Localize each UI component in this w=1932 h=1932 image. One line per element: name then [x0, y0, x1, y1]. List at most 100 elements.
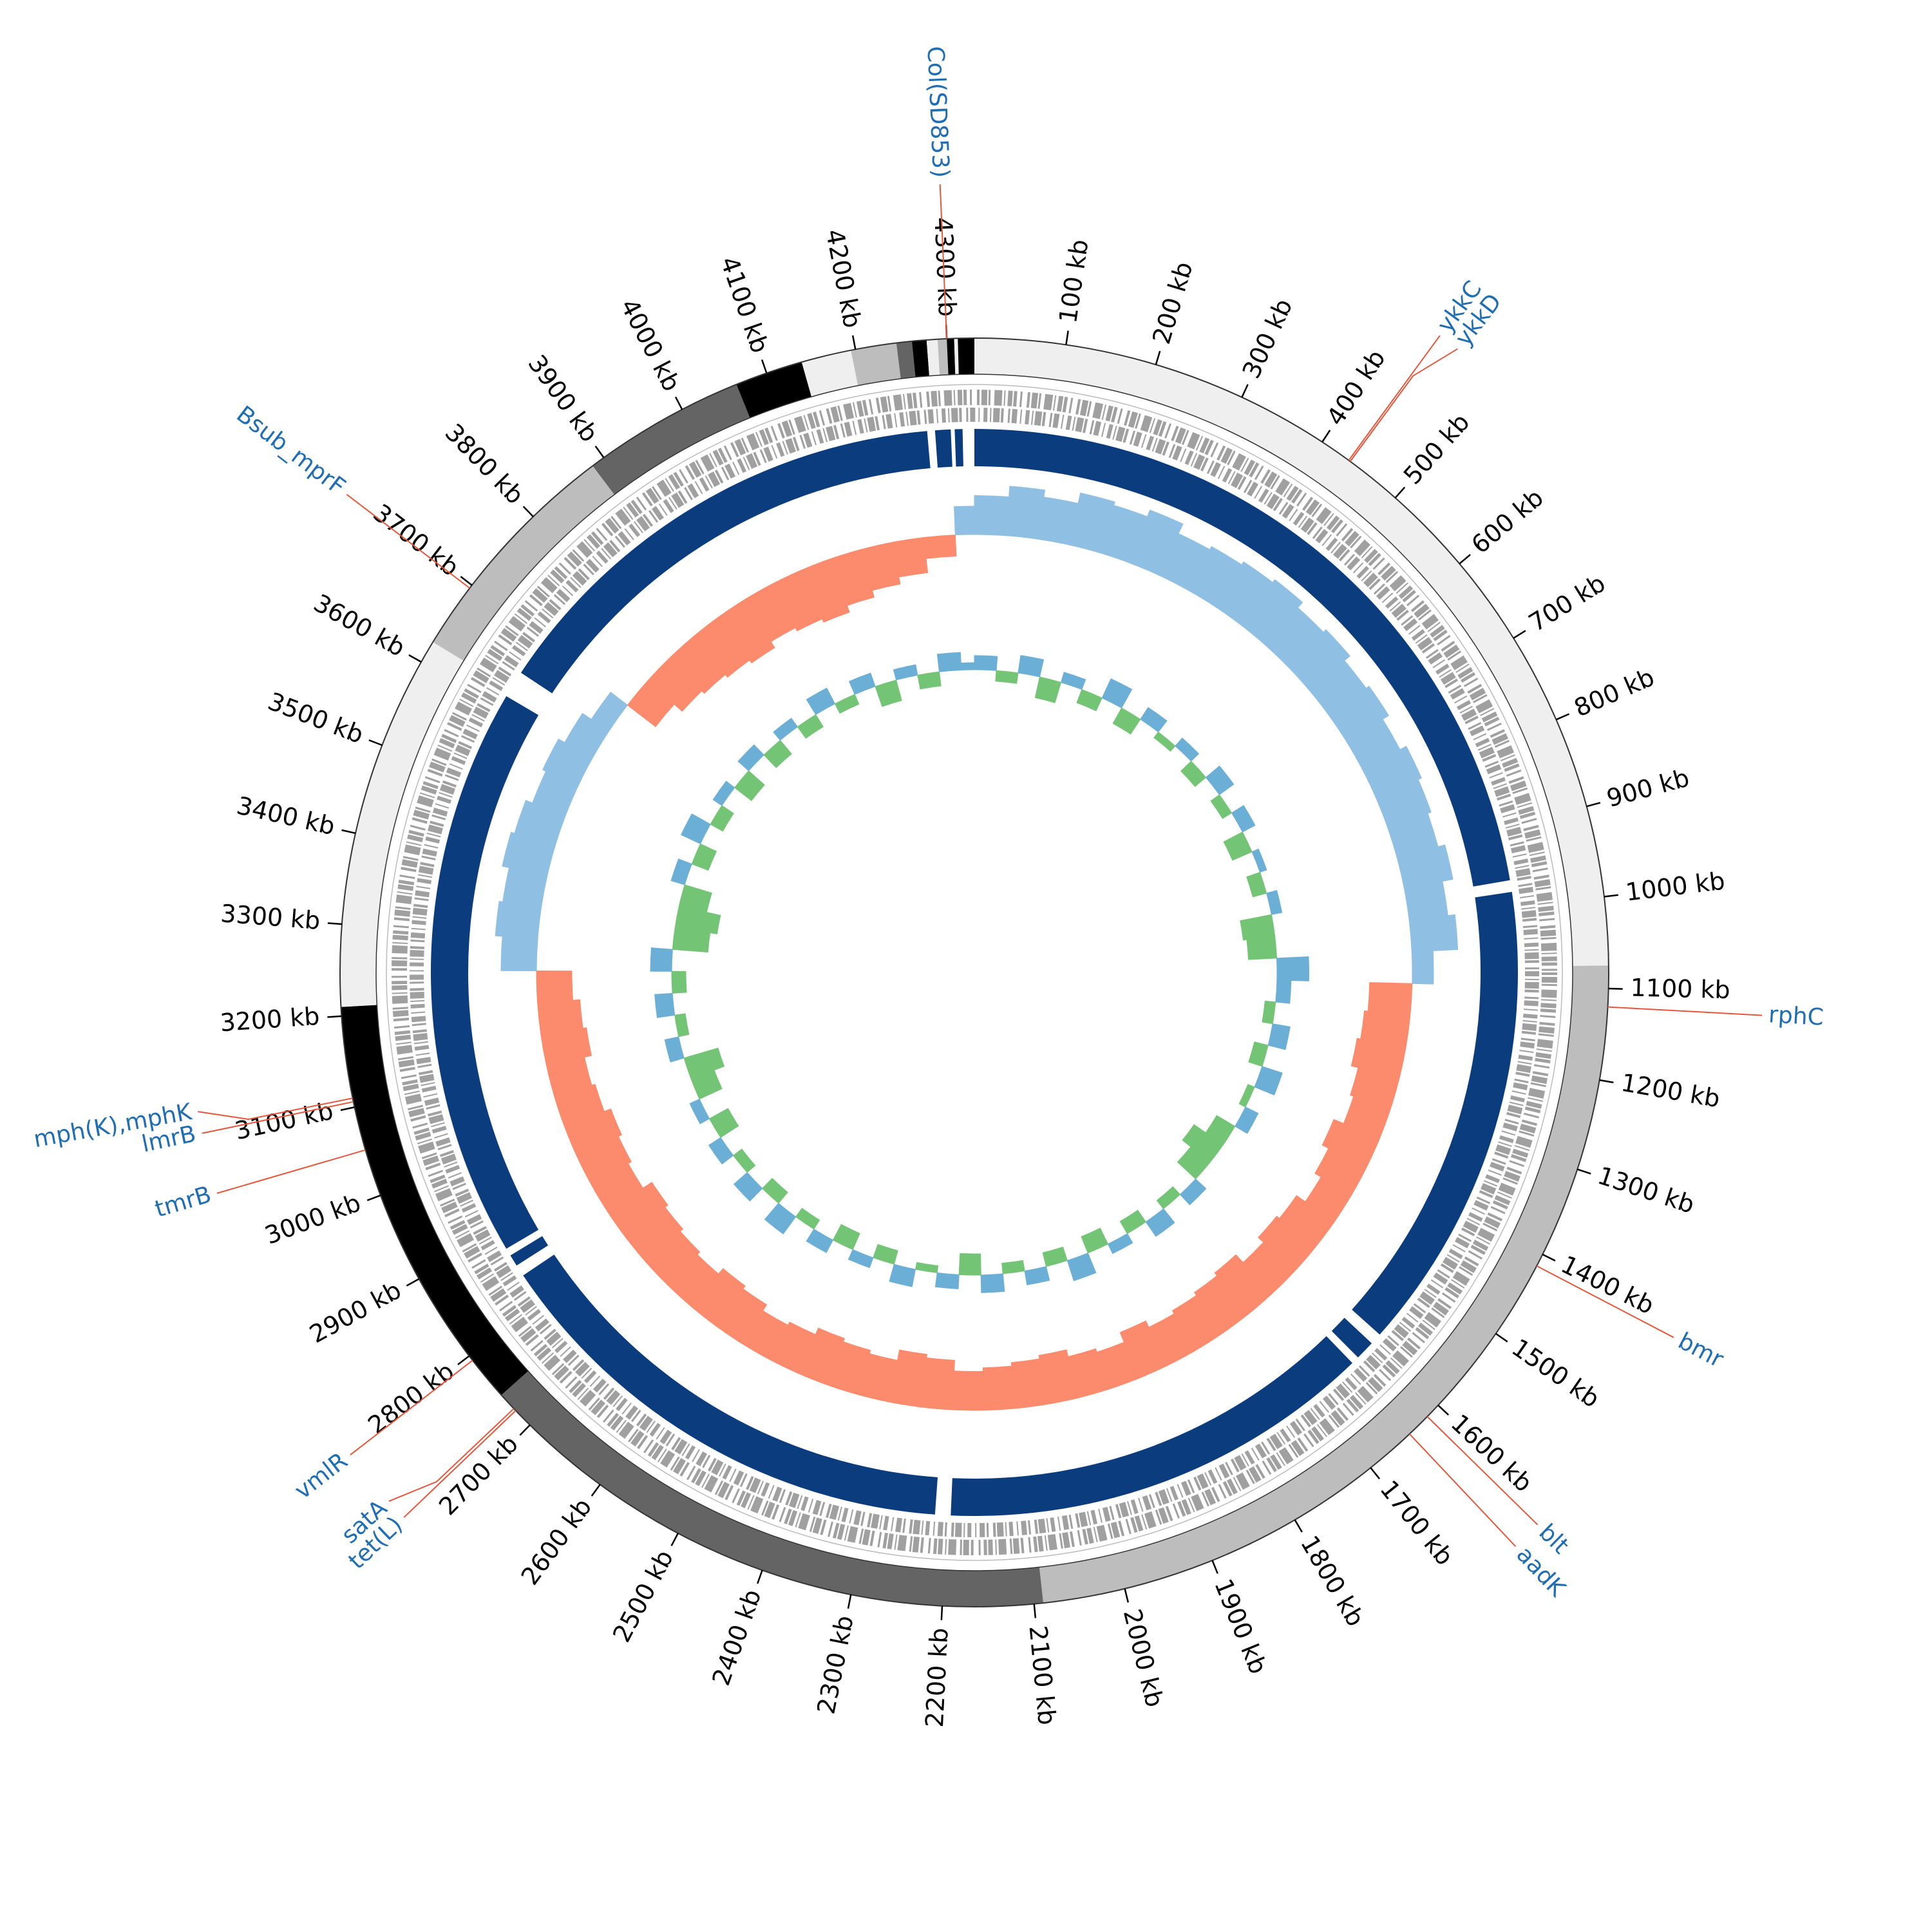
gc-content-bar	[1248, 1041, 1269, 1067]
tick-mark	[1495, 1332, 1508, 1343]
gc-skew-bar	[1010, 1358, 1048, 1409]
gc-content-bar	[1018, 655, 1045, 677]
leader-line	[350, 1359, 473, 1455]
x-tick-label: 1100 kb	[1630, 973, 1730, 1004]
gc-content-bar	[834, 694, 860, 714]
tick-mark	[761, 359, 768, 374]
leader-line	[388, 1408, 515, 1502]
gc-skew-bar	[1321, 1119, 1381, 1168]
gc-skew-bar	[1350, 1037, 1406, 1079]
gc-content-bar	[674, 905, 721, 934]
gc-skew-bar	[1171, 1294, 1223, 1351]
gc-content-bar	[1262, 1000, 1276, 1025]
contig	[736, 362, 812, 418]
leader-line	[1349, 348, 1458, 462]
tick-mark	[1065, 330, 1069, 345]
gc-content-bar	[797, 714, 824, 739]
gc-content-bar	[734, 770, 765, 801]
gc-content-bar	[1276, 956, 1309, 981]
hit-segment	[954, 429, 963, 467]
contig	[592, 384, 750, 495]
gc-content-bar	[1001, 1260, 1025, 1274]
leader-line	[1426, 1416, 1539, 1526]
contig	[433, 466, 614, 661]
tick-mark	[1586, 802, 1601, 808]
hit-segment	[520, 431, 931, 694]
contig	[501, 1370, 1043, 1607]
gc-content-bar	[873, 1244, 898, 1265]
gc-skew-bar	[923, 535, 957, 559]
leader-line	[346, 494, 470, 589]
hit-segment	[951, 1336, 1352, 1516]
track-outline	[386, 384, 1563, 1561]
gc-skew-bar	[690, 1268, 746, 1327]
gc-content-bar	[914, 1262, 939, 1273]
gc-skew-bar	[974, 495, 1010, 536]
gc-content-bar	[934, 1272, 960, 1289]
tick-mark	[847, 1594, 852, 1609]
gc-content-bar	[1223, 831, 1253, 861]
gc-content-bar	[1076, 688, 1103, 712]
tick-mark	[457, 1355, 470, 1365]
leader-line	[216, 1149, 366, 1194]
gc-skew-bar	[1038, 1349, 1079, 1405]
gc-content-bar	[1156, 1186, 1181, 1209]
contig	[937, 338, 949, 375]
contig	[896, 341, 916, 379]
contig	[801, 350, 858, 397]
tick-mark	[851, 335, 857, 350]
contig	[974, 338, 1609, 966]
tick-mark	[594, 446, 605, 459]
tick-mark	[1294, 1519, 1303, 1533]
gc-skew-bar	[1193, 1275, 1249, 1334]
gc-content-bar	[1153, 731, 1176, 752]
gc-skew-bar	[1314, 1148, 1367, 1196]
gc-skew-bar	[1350, 1067, 1400, 1109]
tick-mark	[522, 506, 534, 518]
gc-skew-bar	[500, 936, 538, 972]
gc-content-bar	[678, 884, 712, 913]
tick-mark	[406, 1278, 420, 1287]
gc-skew-bar	[1214, 1254, 1273, 1315]
tick-mark	[340, 1106, 355, 1112]
tick-mark	[1542, 1253, 1556, 1262]
contig	[947, 338, 956, 375]
gc-content-bar	[710, 805, 734, 832]
tick-mark	[1321, 430, 1331, 443]
gc-skew-bar	[1408, 914, 1459, 952]
gc-content-bar	[1182, 1124, 1224, 1163]
gc-content-bar	[995, 670, 1019, 684]
gc-content-bar	[683, 1047, 725, 1079]
gc-content-bar	[1240, 914, 1276, 941]
contig	[958, 338, 974, 375]
gc-content-bar	[1042, 1246, 1068, 1267]
gc-skew-bar	[537, 999, 583, 1035]
tick-mark	[674, 396, 683, 410]
gene-tracks	[340, 338, 1609, 1607]
gc-content-bar	[1112, 707, 1141, 735]
gc-content-bar	[1177, 1146, 1211, 1180]
gc-skew-bar	[495, 900, 542, 940]
gc-skew-bar	[607, 1182, 668, 1238]
hit-segment	[934, 429, 952, 468]
gc-content-bar	[708, 1108, 739, 1139]
tick-mark	[341, 829, 356, 835]
leader-line	[1607, 1006, 1763, 1016]
gc-content-bar	[1034, 676, 1062, 703]
gc-skew-bar	[982, 1365, 1016, 1411]
hit-segment	[510, 1236, 549, 1266]
contig	[911, 339, 929, 377]
gc-content-bar	[1246, 871, 1267, 898]
tick-mark	[1155, 350, 1161, 365]
tick-mark	[408, 654, 422, 663]
gc-skew-bar	[1411, 950, 1434, 985]
gene-track-reverse	[410, 408, 1539, 1537]
gc-content-bar	[958, 1253, 981, 1276]
gc-skew-bar	[800, 558, 850, 623]
gene-track-forward	[392, 390, 1557, 1555]
gc-skew-bar	[953, 506, 975, 536]
hit-segment	[523, 1255, 938, 1515]
contig	[926, 339, 940, 376]
